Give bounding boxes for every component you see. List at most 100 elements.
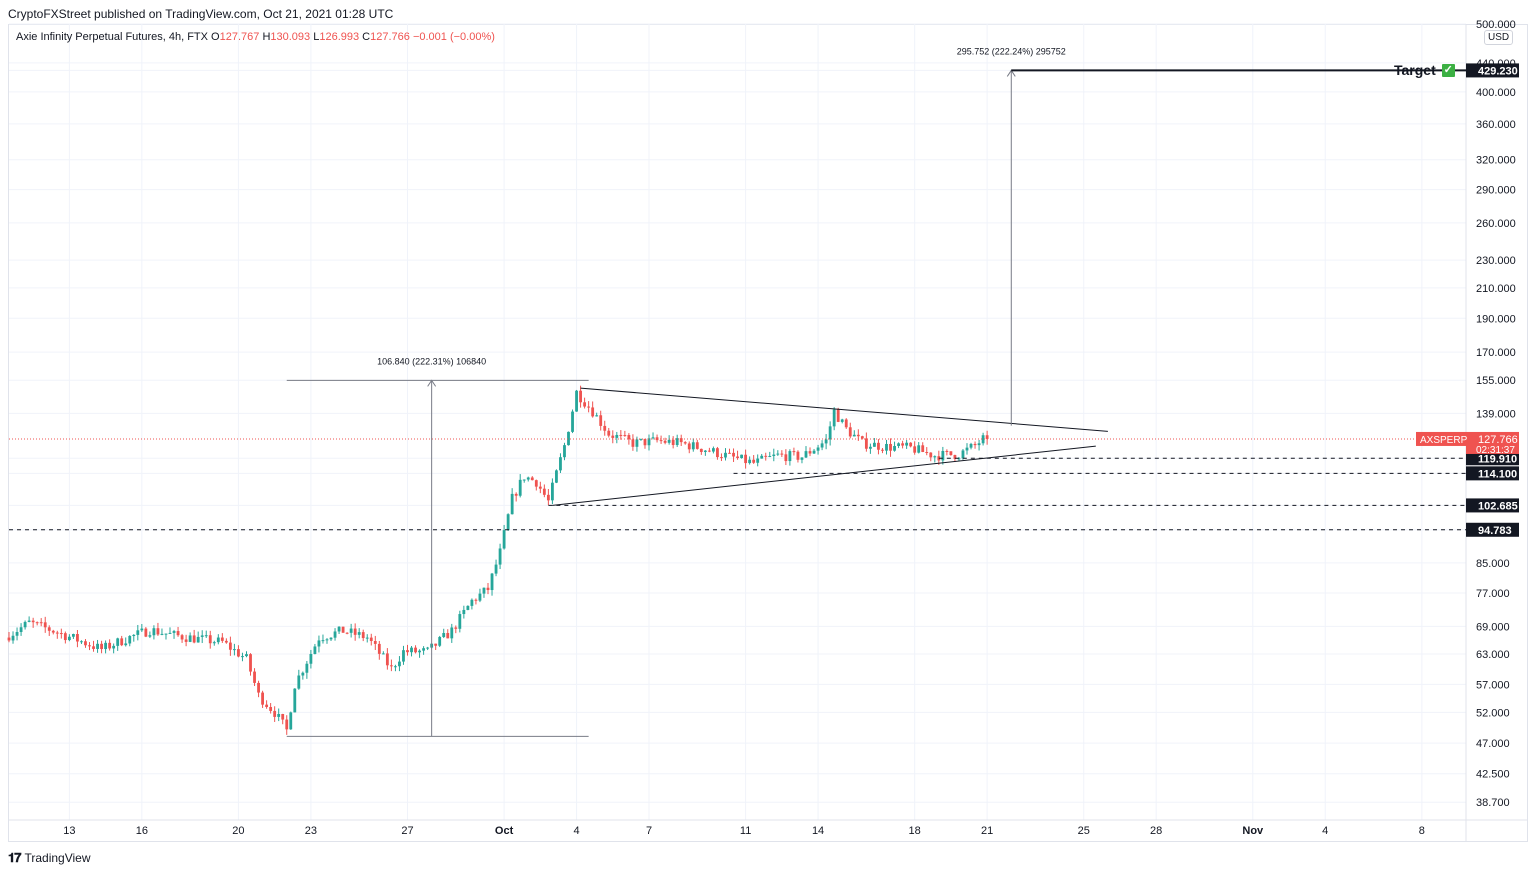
candle-body	[965, 447, 969, 451]
candle-body	[208, 635, 212, 644]
candle-body	[224, 640, 228, 643]
candle-body	[369, 637, 373, 642]
candle-body	[933, 456, 937, 458]
candle-body	[84, 641, 87, 646]
candle-body	[490, 573, 494, 591]
candle-body	[514, 493, 518, 496]
candle-body	[333, 631, 337, 638]
candle-body	[941, 450, 945, 461]
candle-body	[269, 707, 273, 711]
candle-body	[15, 632, 19, 636]
x-tick-label: 16	[136, 825, 148, 837]
candle-body	[482, 587, 486, 594]
candle-body	[647, 438, 651, 446]
candle-body	[844, 419, 848, 428]
candle-body	[261, 692, 264, 705]
open-value: 127.767	[219, 31, 260, 43]
candle-body	[450, 627, 454, 639]
candle-body	[373, 641, 377, 644]
candle-body	[873, 442, 876, 447]
candle-body	[852, 434, 856, 437]
candle-body	[623, 435, 627, 437]
candle-body	[67, 636, 71, 641]
candle-body	[667, 439, 671, 443]
candle-body	[321, 640, 325, 642]
candle-body	[611, 435, 615, 438]
checkmark-icon: ✓	[1441, 63, 1455, 77]
candle-body	[458, 614, 462, 629]
candle-body	[422, 648, 426, 651]
candle-body	[808, 451, 812, 454]
y-tick-label: 47.000	[1476, 738, 1510, 750]
candle-body	[51, 630, 55, 633]
candle-body	[772, 454, 776, 457]
candle-body	[120, 638, 124, 646]
candle-body	[357, 632, 361, 635]
x-tick-label: 13	[63, 825, 75, 837]
candle-body	[164, 633, 168, 635]
target-price-badge-bg	[1466, 63, 1519, 78]
candle-body	[406, 650, 409, 653]
candle-body	[361, 632, 365, 639]
candle-body	[720, 457, 723, 459]
candle-body	[128, 636, 132, 644]
candle-body	[949, 451, 953, 456]
candle-body	[716, 448, 719, 458]
candle-body	[603, 425, 607, 431]
candle-body	[249, 654, 252, 672]
candle-body	[132, 634, 136, 637]
candle-body	[510, 493, 514, 515]
candle-body	[800, 457, 804, 460]
y-tick-label: 230.000	[1476, 255, 1516, 267]
y-tick-label: 260.000	[1476, 218, 1516, 230]
candle-body	[108, 642, 112, 649]
candle-body	[587, 406, 591, 408]
candle-body	[410, 647, 413, 653]
candle-body	[760, 455, 764, 459]
candle-body	[301, 672, 305, 676]
last-price-badge: 127.766	[1478, 434, 1518, 446]
candle-body	[981, 435, 985, 444]
candle-body	[168, 632, 172, 634]
candle-body	[917, 445, 921, 453]
candle-body	[418, 650, 421, 653]
candle-body	[188, 635, 192, 642]
candle-body	[233, 649, 236, 651]
candles	[7, 385, 989, 735]
candle-body	[518, 479, 522, 496]
candle-body	[100, 643, 103, 650]
candle-body	[325, 639, 329, 641]
candle-body	[542, 488, 546, 495]
x-tick-label: 7	[646, 825, 652, 837]
y-tick-label: 210.000	[1476, 283, 1516, 295]
candle-body	[659, 440, 663, 442]
candle-body	[39, 622, 43, 624]
candle-body	[204, 635, 208, 637]
candle-body	[216, 637, 220, 643]
candle-body	[796, 451, 800, 460]
candle-body	[816, 447, 820, 451]
tradingview-logo[interactable]: 𝟏𝟕 TradingView	[8, 850, 91, 866]
candle-body	[442, 632, 446, 637]
candle-body	[651, 437, 655, 439]
candle-body	[635, 439, 639, 447]
candle-body	[712, 448, 715, 452]
candle-body	[148, 635, 152, 637]
candle-body	[671, 439, 675, 446]
candle-body	[317, 640, 321, 647]
tradingview-brand: TradingView	[24, 851, 91, 865]
candle-body	[136, 630, 140, 635]
candle-body	[663, 440, 667, 443]
candle-body	[470, 599, 474, 606]
candle-body	[43, 622, 47, 628]
symbol-badge-bg	[1416, 431, 1466, 446]
y-tick-label: 290.000	[1476, 185, 1516, 197]
candle-body	[353, 628, 357, 635]
candle-body	[925, 452, 929, 454]
candle-body	[889, 443, 892, 451]
currency-button[interactable]: USD	[1484, 30, 1514, 45]
candle-body	[579, 390, 582, 403]
level-price-badge: 114.100	[1478, 468, 1517, 480]
candle-body	[80, 641, 83, 643]
